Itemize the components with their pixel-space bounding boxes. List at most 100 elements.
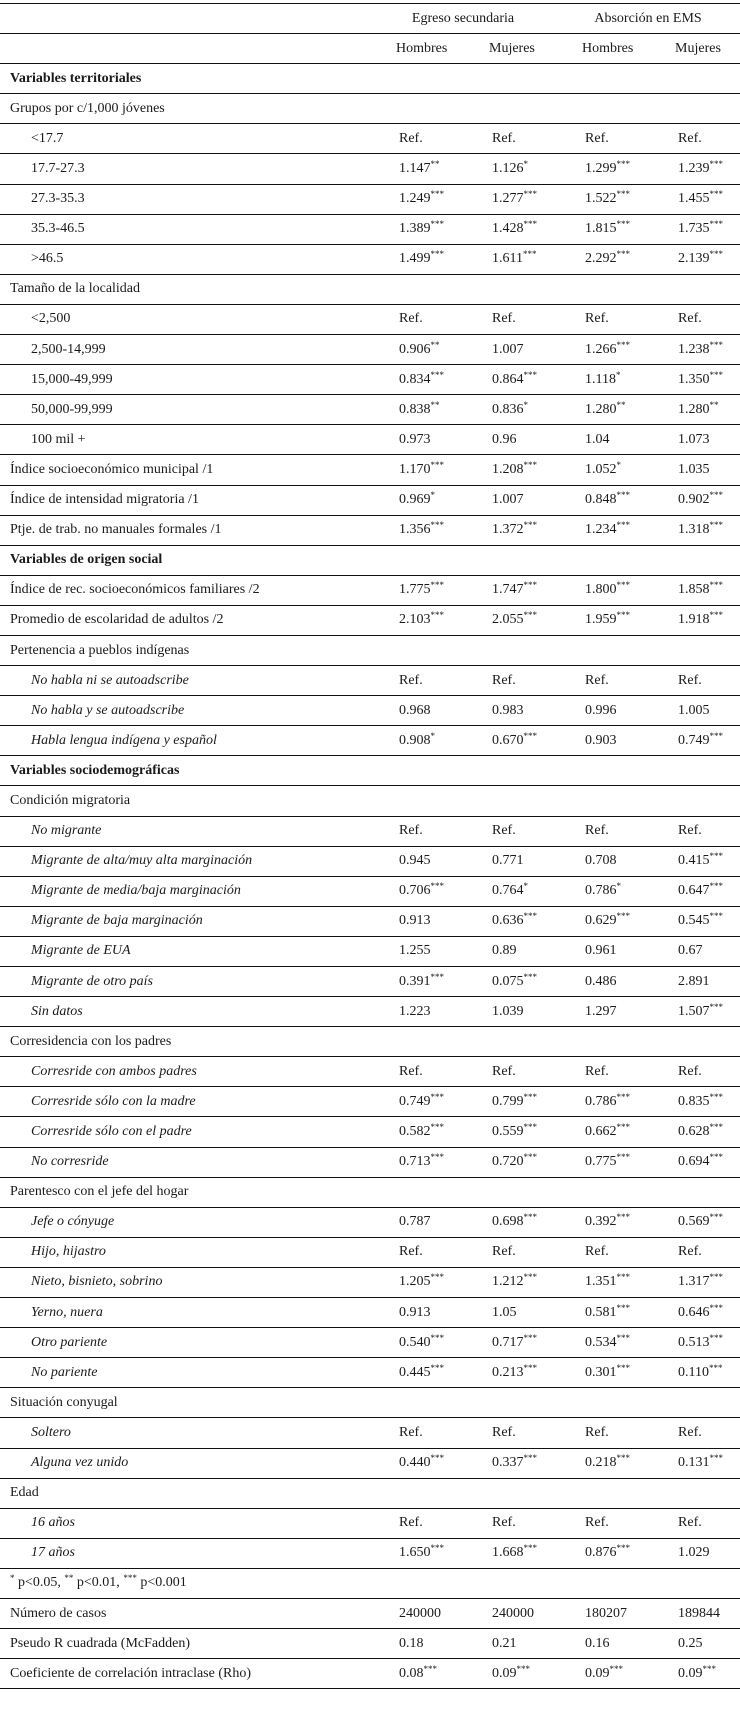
significance-stars: *** (430, 1152, 445, 1163)
coefficient: 0.629 (585, 913, 617, 929)
coefficient: Ref. (399, 1244, 423, 1260)
cell-value (463, 545, 557, 576)
row-label: Variables de origen social (0, 545, 370, 576)
coefficient: 1.650 (399, 1545, 431, 1561)
cell-value: 0.09*** (649, 1658, 740, 1690)
coefficient: 0.913 (399, 1304, 431, 1320)
cell-value (463, 755, 557, 787)
coefficient: Ref. (678, 823, 702, 839)
significance-stars: *** (709, 610, 724, 621)
cell-value: Ref. (649, 304, 740, 336)
cell-value: 0.18 (370, 1628, 463, 1660)
item-row: No migrante Ref. Ref. Ref. Ref. (0, 816, 740, 847)
coefficient: Ref. (492, 130, 516, 146)
significance-stars: *** (430, 219, 445, 230)
cell-value (556, 274, 650, 305)
coefficient: 2.103 (399, 612, 431, 628)
cell-value: 0.708 (556, 846, 650, 877)
coefficient: 0.337 (492, 1455, 524, 1471)
cell-value: 1.668*** (463, 1538, 557, 1569)
significance-stars: *** (709, 520, 724, 531)
coefficient: 0.706 (399, 883, 431, 899)
coefficient: Ref. (492, 1244, 516, 1260)
coefficient: 0.662 (585, 1124, 617, 1140)
coefficient: 1.05 (492, 1304, 517, 1320)
significance-stars: *** (423, 1663, 438, 1674)
item-row: Corresride sólo con el padre 0.582*** 0.55… (0, 1116, 740, 1148)
significance-stars: ** (709, 399, 719, 410)
cell-value: Ref. (370, 123, 463, 155)
significance-stars: *** (430, 971, 445, 982)
coefficient: 1.815 (585, 221, 617, 237)
significance-stars: *** (709, 369, 724, 380)
coefficient: 2.891 (678, 973, 710, 989)
item-row: 17 años 1.650*** 1.668*** 0.876*** 1.029 (0, 1538, 740, 1569)
cell-value: 1.280** (649, 394, 740, 426)
header-empty (0, 2, 370, 35)
cell-value: 1.800*** (556, 575, 650, 606)
cell-value: Ref. (370, 1417, 463, 1449)
cell-value: 2.055*** (463, 605, 557, 636)
group-row: Edad (0, 1478, 740, 1509)
cell-value: Ref. (463, 1508, 557, 1539)
header-group: Absorción en EMS (556, 2, 740, 35)
cell-value: 0.996 (556, 695, 650, 727)
cell-value: 1.147** (370, 153, 463, 185)
row-label: Edad (0, 1478, 370, 1509)
coefficient: 0.486 (585, 973, 617, 989)
cell-value: 1.052* (556, 454, 650, 486)
coefficient: Ref. (585, 823, 609, 839)
cell-value: 0.301*** (556, 1357, 650, 1389)
significance-stars: *** (523, 369, 538, 380)
cell-value: 1.317*** (649, 1267, 740, 1299)
header-col: Mujeres (463, 33, 557, 65)
coefficient: 1.318 (678, 522, 710, 538)
coefficient: 1.035 (678, 461, 710, 477)
cell-value: 0.662*** (556, 1116, 650, 1148)
item-row: No habla ni se autoadscribe Ref. Ref. Ref. R… (0, 665, 740, 697)
cell-value (463, 274, 557, 305)
significance-stars: *** (523, 189, 538, 200)
item-row: Migrante de media/baja marginación 0.706*… (0, 876, 740, 907)
cell-value: Ref. (556, 123, 650, 155)
coefficient: 0.392 (585, 1214, 617, 1230)
cell-value: 0.908* (370, 725, 463, 757)
coefficient: 0.636 (492, 913, 524, 929)
row-label: 15,000-49,999 (0, 364, 370, 396)
item-row: 27.3-35.3 1.249*** 1.277*** 1.522*** 1.455**… (0, 184, 740, 215)
significance-stars: * (523, 881, 529, 892)
coefficient: Ref. (492, 672, 516, 688)
cell-value (370, 1177, 463, 1208)
cell-value: 0.534*** (556, 1327, 650, 1359)
row-label: Corresidencia con los padres (0, 1026, 370, 1058)
cell-value: 2.139*** (649, 244, 740, 275)
coefficient: 0.717 (492, 1334, 524, 1350)
coefficient: 0.775 (585, 1154, 617, 1170)
coefficient: 1.255 (399, 943, 431, 959)
row-label: Índice de rec. socioeconómicos familiare… (0, 575, 370, 606)
coefficient: Ref. (399, 1424, 423, 1440)
significance-stars: *** (709, 1272, 724, 1283)
cell-value: Ref. (649, 816, 740, 847)
significance-stars: *** (709, 249, 724, 260)
coefficient: 0.834 (399, 371, 431, 387)
coefficient: 1.277 (492, 191, 524, 207)
item-row: 100 mil + 0.973 0.96 1.04 1.073 (0, 424, 740, 456)
coefficient: 0.973 (399, 431, 431, 447)
significance-stars: *** (516, 1663, 531, 1674)
coefficient: 0.764 (492, 883, 524, 899)
cell-value: 1.775*** (370, 575, 463, 606)
item-row: <17.7 Ref. Ref. Ref. Ref. (0, 123, 740, 155)
significance-stars: *** (709, 490, 724, 501)
coefficient: Ref. (678, 1424, 702, 1440)
item-row: Otro pariente 0.540*** 0.717*** 0.534*** 0.5… (0, 1327, 740, 1359)
coefficient: 0.799 (492, 1093, 524, 1109)
cell-value: Ref. (556, 1417, 650, 1449)
row-label: Jefe o cónyuge (0, 1207, 370, 1238)
item-row: Migrante de baja marginación 0.913 0.636**… (0, 906, 740, 937)
coefficient: Ref. (585, 672, 609, 688)
item-row: No corresride 0.713*** 0.720*** 0.775*** 0.6… (0, 1147, 740, 1178)
cell-value: 0.89 (463, 936, 557, 968)
group-row: Grupos por c/1,000 jóvenes (0, 93, 740, 125)
coefficient: 1.800 (585, 582, 617, 598)
